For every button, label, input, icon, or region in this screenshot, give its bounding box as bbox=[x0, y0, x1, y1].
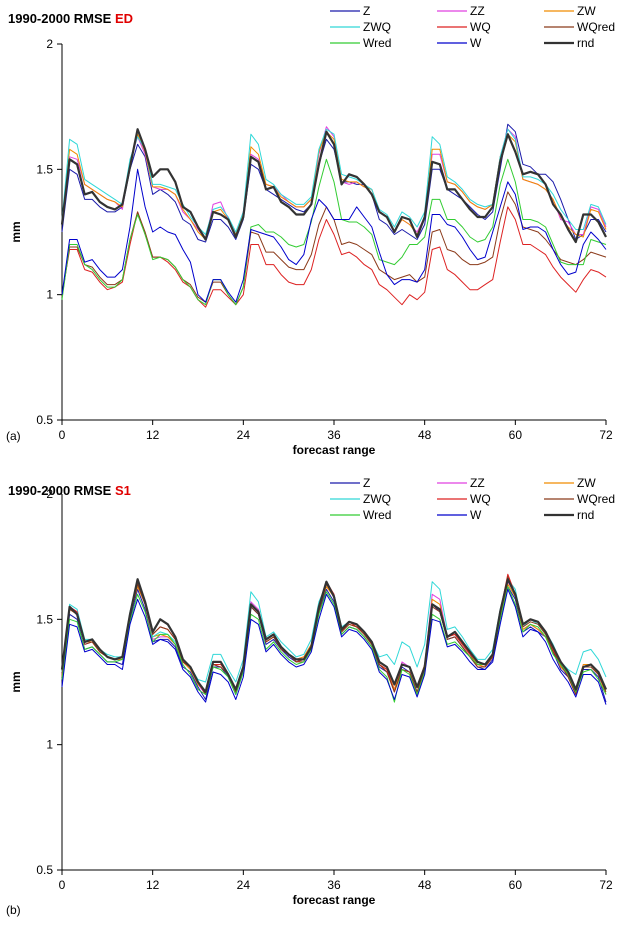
legend-label: W bbox=[470, 36, 482, 50]
legend-item: rnd bbox=[544, 508, 594, 522]
legend-item: Wred bbox=[330, 508, 391, 522]
legend-item: ZZ bbox=[437, 4, 485, 18]
y-tick-label: 1.5 bbox=[36, 612, 53, 626]
legend-item: ZZ bbox=[437, 476, 485, 490]
legend-label: ZWQ bbox=[363, 492, 391, 506]
legend-label: Z bbox=[363, 476, 370, 490]
legend-label: ZZ bbox=[470, 4, 485, 18]
legend-label: W bbox=[470, 508, 482, 522]
legend-item: rnd bbox=[544, 36, 594, 50]
chart-panel: 1990-2000 RMSE ED 0.5 1 1.5 2 0 12 24 36 48 60 72 fo… bbox=[6, 4, 615, 457]
legend-label: WQred bbox=[577, 492, 615, 506]
x-tick-label: 72 bbox=[599, 878, 613, 892]
chart-title: 1990-2000 RMSE ED bbox=[8, 11, 133, 26]
legend-item: Z bbox=[330, 476, 370, 490]
legend-label: WQ bbox=[470, 492, 491, 506]
series-line-rnd bbox=[60, 578, 608, 694]
legend-item: Z bbox=[330, 4, 370, 18]
legend-label: Wred bbox=[363, 36, 391, 50]
x-tick-label: 0 bbox=[59, 878, 66, 892]
legend-label: ZZ bbox=[470, 476, 485, 490]
x-tick-label: 72 bbox=[599, 428, 613, 442]
series-line-w bbox=[61, 588, 607, 705]
y-tick-label: 0.5 bbox=[36, 413, 53, 427]
y-axis-label: mm bbox=[9, 221, 23, 242]
legend-label: Z bbox=[363, 4, 370, 18]
y-tick-label: 1 bbox=[46, 738, 53, 752]
legend-item: WQ bbox=[437, 20, 491, 34]
chart-title-highlight: ED bbox=[115, 11, 133, 26]
series-line-w bbox=[61, 168, 607, 303]
chart-title: 1990-2000 RMSE S1 bbox=[8, 483, 131, 498]
x-tick-label: 48 bbox=[418, 428, 432, 442]
panel-label: (b) bbox=[6, 903, 21, 917]
y-tick-label: 1 bbox=[46, 288, 53, 302]
legend-label: ZWQ bbox=[363, 20, 391, 34]
legend-item: WQred bbox=[544, 492, 615, 506]
x-tick-label: 24 bbox=[237, 428, 251, 442]
x-tick-label: 12 bbox=[146, 878, 160, 892]
y-tick-label: 0.5 bbox=[36, 863, 53, 877]
series-line-wqred bbox=[61, 191, 607, 306]
legend-label: WQ bbox=[470, 20, 491, 34]
series-line-rnd bbox=[60, 128, 607, 244]
legend-label: rnd bbox=[577, 36, 594, 50]
legend-item: ZW bbox=[544, 476, 596, 490]
series-line-wq bbox=[61, 206, 607, 308]
chart-title-highlight: S1 bbox=[115, 483, 131, 498]
x-axis-label: forecast range bbox=[293, 893, 376, 907]
legend-label: Wred bbox=[363, 508, 391, 522]
legend-item: W bbox=[437, 36, 482, 50]
chart-title-main: 1990-2000 RMSE bbox=[8, 483, 115, 498]
x-axis-label: forecast range bbox=[293, 443, 376, 457]
legend-label: rnd bbox=[577, 508, 594, 522]
legend-item: ZWQ bbox=[330, 20, 391, 34]
chart-title-main: 1990-2000 RMSE bbox=[8, 11, 115, 26]
x-tick-label: 36 bbox=[327, 878, 341, 892]
legend-item: W bbox=[437, 508, 482, 522]
x-tick-label: 24 bbox=[237, 878, 251, 892]
panel-label: (a) bbox=[6, 429, 21, 443]
series-line-wq bbox=[61, 573, 607, 695]
x-tick-label: 36 bbox=[327, 428, 341, 442]
legend-item: ZW bbox=[544, 4, 596, 18]
legend-item: WQred bbox=[544, 20, 615, 34]
legend-label: ZW bbox=[577, 4, 596, 18]
series-line-zwq bbox=[61, 128, 607, 235]
y-tick-label: 2 bbox=[46, 487, 53, 501]
x-tick-label: 12 bbox=[146, 428, 160, 442]
legend-item: Wred bbox=[330, 36, 391, 50]
x-tick-label: 48 bbox=[418, 878, 432, 892]
series-line-wred bbox=[61, 586, 607, 703]
legend-label: ZW bbox=[577, 476, 596, 490]
y-axis-label: mm bbox=[9, 671, 23, 692]
legend-item: ZWQ bbox=[330, 492, 391, 506]
chart-panel: 1990-2000 RMSE S1 0.5 1 1.5 2 0 12 24 36 48 60 72 fo… bbox=[6, 476, 615, 917]
x-tick-label: 0 bbox=[59, 428, 66, 442]
series-line-wred bbox=[61, 158, 607, 306]
y-tick-label: 2 bbox=[46, 37, 53, 51]
legend-item: WQ bbox=[437, 492, 491, 506]
x-tick-label: 60 bbox=[509, 428, 523, 442]
legend-label: WQred bbox=[577, 20, 615, 34]
y-tick-label: 1.5 bbox=[36, 162, 53, 176]
x-tick-label: 60 bbox=[509, 878, 523, 892]
